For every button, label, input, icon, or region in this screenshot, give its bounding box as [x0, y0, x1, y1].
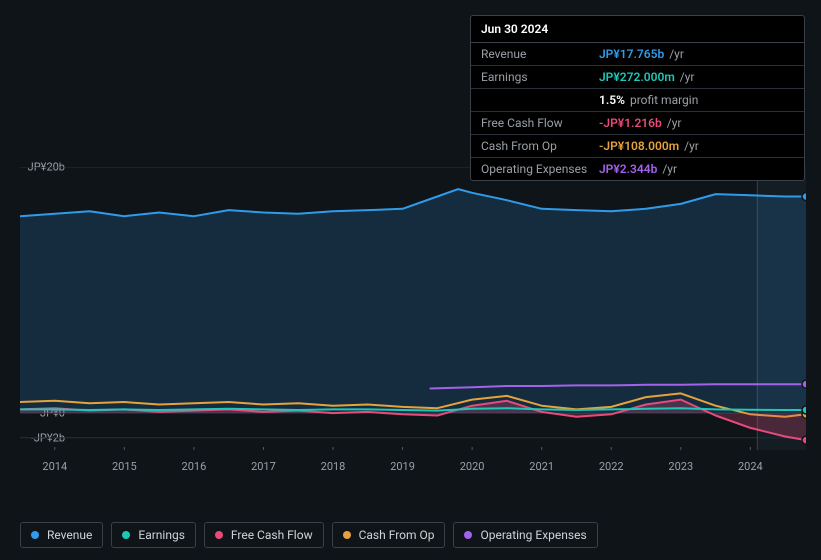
legend-item[interactable]: Free Cash Flow [204, 522, 324, 548]
chart-svg [20, 167, 806, 450]
plot-surface[interactable] [20, 167, 806, 450]
x-axis-label: 2019 [390, 460, 415, 473]
tooltip-row: Free Cash Flow-JP¥1.216b /yr [471, 112, 804, 135]
tooltip-row: Cash From Op-JP¥108.000m /yr [471, 135, 804, 158]
tooltip-rows: RevenueJP¥17.765b /yrEarningsJP¥272.000m… [471, 43, 804, 180]
tooltip-value: -JP¥1.216b /yr [599, 116, 681, 130]
legend-dot-icon [122, 531, 130, 539]
legend: Revenue Earnings Free Cash Flow Cash From O… [20, 522, 806, 548]
tooltip-value: JP¥272.000m /yr [599, 70, 694, 84]
tooltip-value: -JP¥108.000m /yr [599, 139, 699, 153]
x-axis-label: 2020 [460, 460, 485, 473]
legend-label: Operating Expenses [480, 528, 586, 542]
x-axis-label: 2024 [738, 460, 763, 473]
tooltip-label: Revenue [481, 47, 599, 61]
legend-dot-icon [343, 531, 351, 539]
legend-dot-icon [215, 531, 223, 539]
legend-dot-icon [464, 531, 472, 539]
data-tooltip: Jun 30 2024 RevenueJP¥17.765b /yrEarning… [470, 15, 805, 181]
tooltip-label: Free Cash Flow [481, 116, 599, 130]
x-axis-label: 2021 [529, 460, 554, 473]
x-axis-label: 2014 [42, 460, 67, 473]
tooltip-row: 1.5% profit margin [471, 89, 804, 112]
tooltip-row: EarningsJP¥272.000m /yr [471, 66, 804, 89]
legend-label: Free Cash Flow [231, 528, 313, 542]
x-axis-label: 2016 [182, 460, 207, 473]
legend-label: Revenue [47, 528, 92, 542]
tooltip-row: Operating ExpensesJP¥2.344b /yr [471, 158, 804, 180]
legend-dot-icon [31, 531, 39, 539]
tooltip-label: Cash From Op [481, 139, 599, 153]
tooltip-row: RevenueJP¥17.765b /yr [471, 43, 804, 66]
legend-label: Earnings [138, 528, 185, 542]
legend-label: Cash From Op [359, 528, 435, 542]
tooltip-value: JP¥17.765b /yr [599, 47, 684, 61]
legend-item[interactable]: Earnings [111, 522, 196, 548]
legend-item[interactable]: Revenue [20, 522, 103, 548]
tooltip-label: Earnings [481, 70, 599, 84]
tooltip-label: Operating Expenses [481, 162, 599, 176]
chart-area[interactable]: JP¥20bJP¥0-JP¥2b 20142015201620172018201… [20, 155, 806, 500]
legend-item[interactable]: Cash From Op [332, 522, 446, 548]
x-axis-label: 2015 [112, 460, 137, 473]
x-axis-label: 2023 [668, 460, 693, 473]
tooltip-value: JP¥2.344b /yr [599, 162, 677, 176]
legend-item[interactable]: Operating Expenses [453, 522, 597, 548]
tooltip-value: 1.5% profit margin [599, 93, 698, 107]
x-axis-label: 2022 [599, 460, 624, 473]
x-axis-label: 2018 [321, 460, 346, 473]
x-axis-label: 2017 [251, 460, 276, 473]
tooltip-label [481, 93, 599, 107]
x-axis: 2014 2015 2016 2017 2018 2019 2020 2021 2022 2023… [20, 460, 806, 480]
tooltip-date: Jun 30 2024 [471, 16, 804, 43]
